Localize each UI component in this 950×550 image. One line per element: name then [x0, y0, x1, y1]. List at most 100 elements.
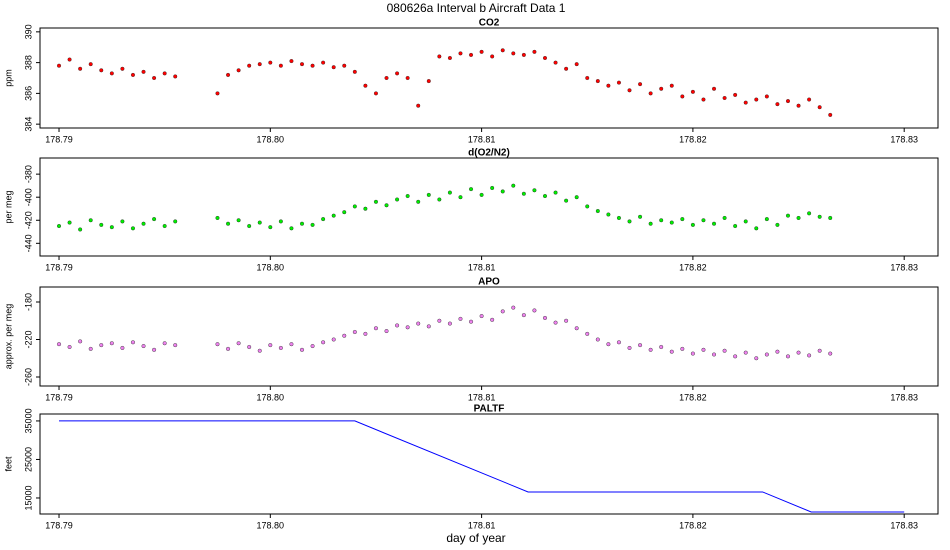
- data-point: [722, 215, 727, 220]
- data-point: [500, 309, 505, 314]
- data-point: [616, 340, 621, 345]
- data-point: [764, 94, 769, 99]
- data-point: [99, 68, 104, 73]
- data-point: [764, 217, 769, 222]
- data-point: [701, 97, 706, 102]
- data-point: [130, 226, 135, 231]
- data-point: [775, 349, 780, 354]
- data-point: [627, 219, 632, 224]
- x-tick-label: 178.80: [257, 262, 285, 272]
- data-point: [542, 56, 547, 61]
- data-point: [162, 341, 167, 346]
- data-point: [807, 353, 812, 358]
- data-point: [384, 329, 389, 334]
- data-point: [88, 346, 93, 351]
- data-point: [99, 222, 104, 227]
- data-point: [648, 91, 653, 96]
- data-point: [469, 187, 474, 192]
- data-point: [807, 211, 812, 216]
- x-tick-label: 178.83: [890, 134, 918, 144]
- data-point: [595, 209, 600, 214]
- data-point: [585, 331, 590, 336]
- data-point: [595, 337, 600, 342]
- data-point: [247, 63, 252, 68]
- y-tick-label: -260: [23, 368, 33, 386]
- data-point: [300, 347, 305, 352]
- x-tick-label: 178.83: [890, 520, 918, 530]
- data-point: [690, 351, 695, 356]
- data-point: [236, 68, 241, 73]
- data-point: [257, 348, 262, 353]
- data-point: [363, 331, 368, 336]
- data-point: [236, 341, 241, 346]
- x-tick-label: 178.80: [257, 392, 285, 402]
- data-point: [141, 69, 146, 74]
- data-point: [416, 103, 421, 108]
- data-point: [321, 60, 326, 65]
- data-point: [78, 66, 83, 71]
- data-point: [352, 204, 357, 209]
- data-point: [405, 325, 410, 330]
- data-point: [78, 339, 83, 344]
- data-point: [416, 199, 421, 204]
- data-point: [57, 224, 62, 229]
- data-point: [796, 215, 801, 220]
- x-tick-label: 178.80: [257, 134, 285, 144]
- data-point: [627, 345, 632, 350]
- x-tick-label: 178.81: [468, 392, 496, 402]
- x-tick-label: 178.80: [257, 520, 285, 530]
- data-point: [152, 347, 157, 352]
- data-point: [511, 183, 516, 188]
- data-point: [743, 350, 748, 355]
- data-point: [490, 54, 495, 59]
- data-point: [606, 83, 611, 88]
- data-point: [712, 352, 717, 357]
- data-point: [120, 345, 125, 350]
- data-point: [680, 217, 685, 222]
- x-tick-label: 178.79: [45, 392, 73, 402]
- x-tick-label: 178.82: [679, 392, 707, 402]
- data-point: [606, 212, 611, 217]
- data-point: [447, 321, 452, 326]
- data-point: [289, 226, 294, 231]
- data-point: [152, 75, 157, 80]
- data-point: [67, 220, 72, 225]
- data-point: [162, 71, 167, 76]
- data-point: [226, 221, 231, 226]
- x-axis-label: day of year: [446, 531, 505, 545]
- data-point: [796, 103, 801, 108]
- data-line: [59, 420, 905, 513]
- data-point: [712, 221, 717, 226]
- data-point: [437, 197, 442, 202]
- data-point: [437, 54, 442, 59]
- data-point: [300, 62, 305, 67]
- data-point: [130, 340, 135, 345]
- panel-title: CO2: [479, 18, 500, 29]
- data-point: [352, 330, 357, 335]
- data-point: [542, 194, 547, 199]
- data-point: [289, 342, 294, 347]
- y-tick-label: -380: [23, 165, 33, 183]
- data-point: [236, 218, 241, 223]
- data-point: [331, 213, 336, 218]
- data-point: [479, 49, 484, 54]
- data-point: [490, 317, 495, 322]
- data-point: [785, 99, 790, 104]
- data-point: [680, 94, 685, 99]
- data-point: [479, 314, 484, 319]
- data-point: [669, 220, 674, 225]
- data-point: [416, 321, 421, 326]
- data-point: [659, 218, 664, 223]
- data-point: [162, 224, 167, 229]
- plot-frame: [39, 413, 939, 515]
- data-point: [669, 349, 674, 354]
- data-point: [479, 192, 484, 197]
- data-point: [342, 63, 347, 68]
- y-tick-label: -440: [23, 234, 33, 252]
- data-point: [426, 79, 431, 84]
- data-point: [278, 219, 283, 224]
- data-point: [817, 105, 822, 110]
- data-point: [173, 219, 178, 224]
- x-tick-label: 178.83: [890, 262, 918, 272]
